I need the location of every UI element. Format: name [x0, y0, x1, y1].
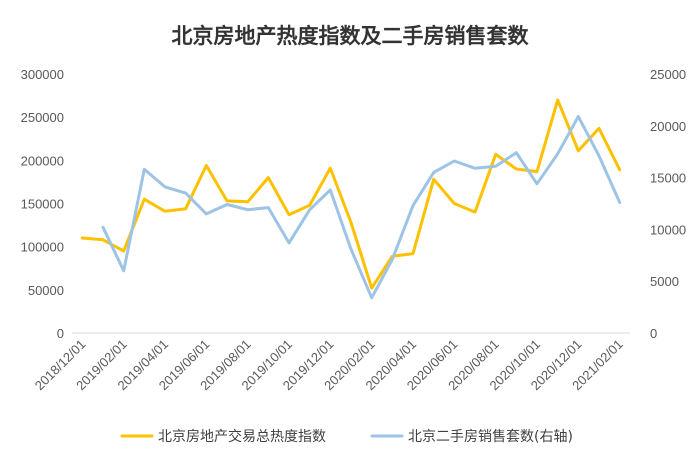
- series-line-1: [80, 98, 622, 290]
- right-axis-tick-label: 15000: [650, 171, 686, 186]
- right-axis-tick-label: 5000: [650, 274, 679, 289]
- chart-title: 北京房地产热度指数及二手房销售套数: [171, 24, 529, 48]
- left-axis-tick-label: 0: [57, 326, 64, 341]
- left-axis-tick-label: 200000: [21, 153, 64, 168]
- left-axis-tick-label: 100000: [21, 240, 64, 255]
- right-axis-tick-label: 0: [650, 326, 657, 341]
- left-axis-tick-label: 50000: [28, 283, 64, 298]
- left-axis-tick-label: 300000: [21, 67, 64, 82]
- left-axis-tick-label: 150000: [21, 197, 64, 212]
- legend-label-2: 北京二手房销售套数(右轴): [408, 429, 573, 445]
- right-axis-tick-label: 25000: [650, 67, 686, 82]
- legend-label-1: 北京房地产交易总热度指数: [158, 428, 326, 445]
- right-axis-tick-label: 20000: [650, 119, 686, 134]
- left-axis-tick-label: 250000: [21, 110, 64, 125]
- right-axis-tick-label: 10000: [650, 222, 686, 237]
- series-line-2: [101, 115, 622, 300]
